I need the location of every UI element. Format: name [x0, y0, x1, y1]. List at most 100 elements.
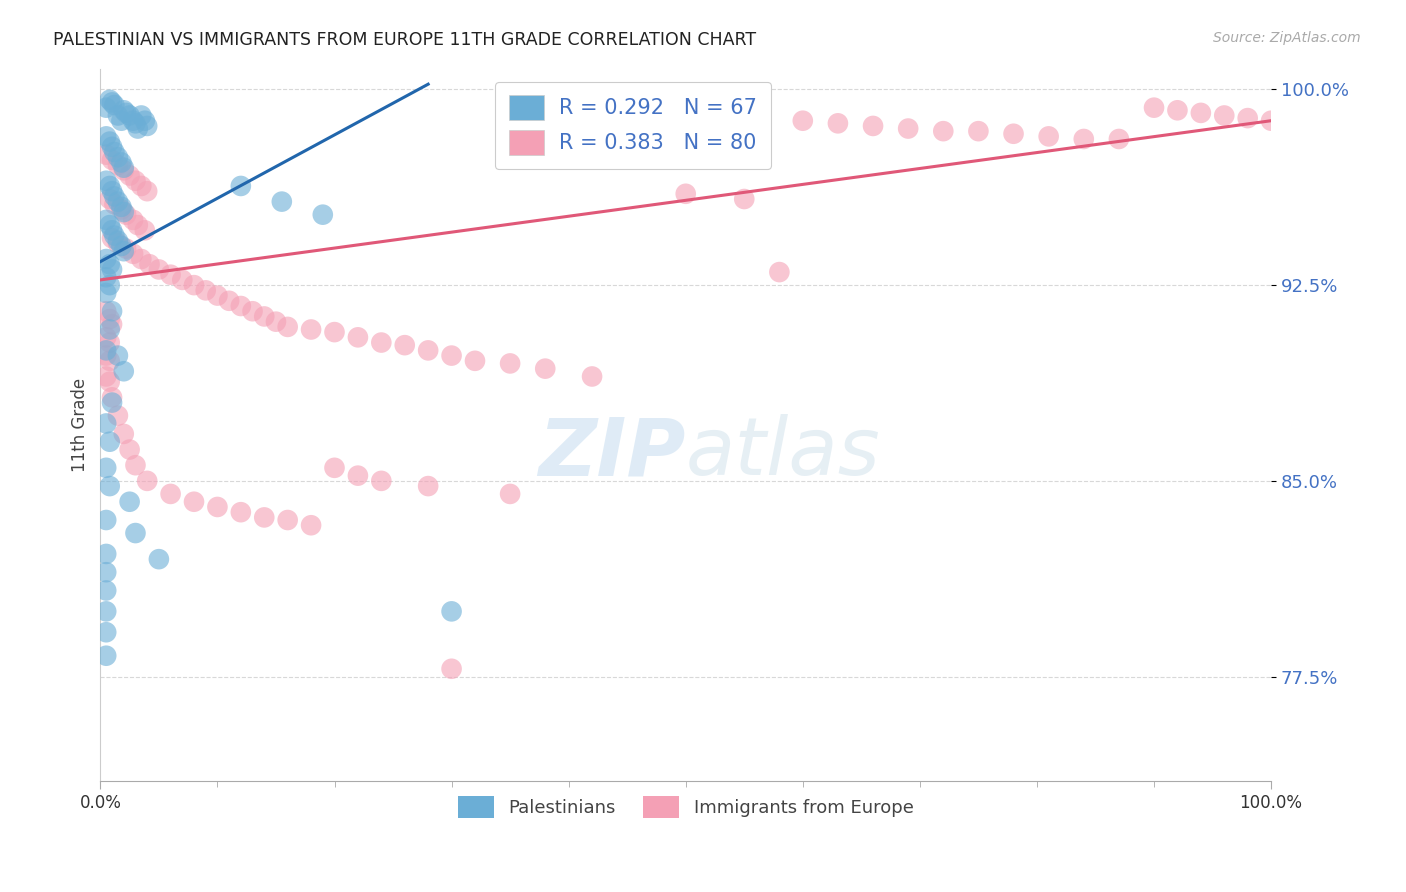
Point [107, 236, 129, 251]
Point [581, 369, 603, 384]
Point [347, 468, 370, 483]
Point [394, 338, 416, 352]
Point [242, 304, 264, 318]
Point [136, 119, 159, 133]
Point [96, 349, 118, 363]
Point [98, 218, 121, 232]
Point [138, 257, 160, 271]
Point [96, 565, 118, 579]
Point [159, 487, 181, 501]
Point [675, 186, 697, 201]
Point [118, 494, 141, 508]
Point [127, 218, 149, 232]
Point [101, 140, 124, 154]
Point [1189, 106, 1212, 120]
Point [112, 163, 135, 178]
Point [370, 474, 392, 488]
Point [1073, 132, 1095, 146]
Point [101, 184, 124, 198]
Point [277, 319, 299, 334]
Point [183, 494, 205, 508]
Point [101, 95, 124, 110]
Point [131, 178, 153, 193]
Point [98, 93, 121, 107]
Point [207, 288, 229, 302]
Text: atlas: atlas [686, 414, 880, 492]
Point [134, 223, 156, 237]
Point [1260, 113, 1282, 128]
Point [229, 505, 252, 519]
Point [118, 108, 141, 122]
Point [124, 526, 146, 541]
Point [96, 330, 118, 344]
Point [112, 426, 135, 441]
Point [98, 375, 121, 389]
Point [1038, 129, 1060, 144]
Point [110, 202, 132, 217]
Point [862, 119, 884, 133]
Point [98, 278, 121, 293]
Point [101, 223, 124, 237]
Point [440, 604, 463, 618]
Point [110, 113, 132, 128]
Point [98, 322, 121, 336]
Point [98, 312, 121, 326]
Point [207, 500, 229, 514]
Text: ZIP: ZIP [538, 414, 686, 492]
Point [1108, 132, 1130, 146]
Point [312, 208, 335, 222]
Point [172, 273, 194, 287]
Point [131, 252, 153, 266]
Point [96, 604, 118, 618]
Point [115, 208, 138, 222]
Point [107, 349, 129, 363]
Point [124, 116, 146, 130]
Point [218, 293, 240, 308]
Point [101, 262, 124, 277]
Point [148, 552, 170, 566]
Point [418, 479, 440, 493]
Point [107, 108, 129, 122]
Point [136, 474, 159, 488]
Point [107, 409, 129, 423]
Point [107, 158, 129, 172]
Point [131, 108, 153, 122]
Point [827, 116, 849, 130]
Point [98, 257, 121, 271]
Point [96, 625, 118, 640]
Point [112, 205, 135, 219]
Point [112, 244, 135, 259]
Point [464, 354, 486, 368]
Point [270, 194, 292, 209]
Point [370, 335, 392, 350]
Point [98, 479, 121, 493]
Point [253, 310, 276, 324]
Point [96, 285, 118, 300]
Point [103, 197, 125, 211]
Point [134, 113, 156, 128]
Point [101, 304, 124, 318]
Y-axis label: 11th Grade: 11th Grade [72, 377, 89, 472]
Point [96, 417, 118, 431]
Point [299, 322, 322, 336]
Point [499, 356, 522, 370]
Point [96, 547, 118, 561]
Point [1166, 103, 1188, 118]
Point [98, 434, 121, 449]
Point [733, 192, 755, 206]
Point [122, 113, 145, 128]
Point [110, 155, 132, 169]
Point [96, 101, 118, 115]
Point [115, 242, 138, 256]
Point [115, 106, 138, 120]
Point [229, 178, 252, 193]
Point [118, 442, 141, 457]
Point [101, 153, 124, 167]
Point [124, 458, 146, 473]
Point [101, 231, 124, 245]
Point [96, 174, 118, 188]
Point [107, 150, 129, 164]
Point [103, 145, 125, 159]
Point [98, 354, 121, 368]
Point [96, 343, 118, 358]
